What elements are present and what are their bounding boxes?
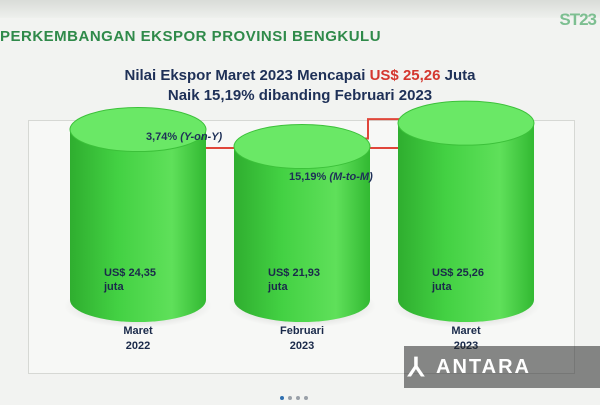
category-label: Maret 2022 [98,324,178,354]
category-label-line: 2023 [289,340,315,352]
value-amount: US$ 25,26 [432,267,484,279]
page-title: PERKEMBANGAN EKSPOR PROVINSI BENGKULU [0,28,382,45]
value-unit: juta [268,281,288,293]
cylinder-top [69,107,207,153]
cylinder-body [70,129,206,322]
pager-dot[interactable] [296,396,300,400]
value-amount: US$ 21,93 [268,267,320,279]
value-label: US$ 25,26 juta [432,266,484,294]
cylinder-top [233,123,371,169]
category-label: Februari 2023 [262,324,342,354]
headline-value: US$ 25,26 [369,67,441,84]
category-label-line: Februari [279,325,324,337]
value-unit: juta [432,281,452,293]
headline: Nilai Ekspor Maret 2023 Mencapai US$ 25,… [0,66,600,106]
yoy-label: (Y-on-Y) [180,131,223,143]
st2023-logo: ST23 [559,10,597,29]
category-label-line: Maret [451,325,481,337]
mtm-value: 15,19% [289,171,327,183]
value-label: US$ 24,35 juta [104,266,156,294]
headline-line-1: Nilai Ekspor Maret 2023 Mencapai US$ 25,… [0,66,600,86]
category-label-line: Maret [123,325,153,337]
slide-pager[interactable] [280,387,312,405]
headline-suffix: Juta [440,67,476,84]
value-label: US$ 21,93 juta [268,266,320,294]
watermark-text: ANTARA [436,356,531,378]
pager-dot[interactable] [304,396,308,400]
antara-watermark: ⅄ ANTARA [404,346,600,388]
value-amount: US$ 24,35 [104,267,156,279]
pager-dot[interactable] [280,396,284,400]
yoy-annotation: 3,74% (Y-on-Y) [146,131,222,143]
headline-prefix: Nilai Ekspor Maret 2023 Mencapai [124,67,370,84]
category-label-line: 2022 [125,340,151,352]
top-strip [0,0,600,18]
mtm-annotation: 15,19% (M-to-M) [289,171,373,183]
cylinder-body [398,123,534,323]
antara-logo-icon: ⅄ [408,352,424,382]
pager-dot[interactable] [288,396,292,400]
mtm-label: (M-to-M) [329,171,373,183]
cylinder-body [234,146,370,322]
headline-line-2: Naik 15,19% dibanding Februari 2023 [167,87,433,104]
yoy-value: 3,74% [146,131,178,143]
value-unit: juta [104,281,124,293]
cylinder-top [397,100,535,146]
